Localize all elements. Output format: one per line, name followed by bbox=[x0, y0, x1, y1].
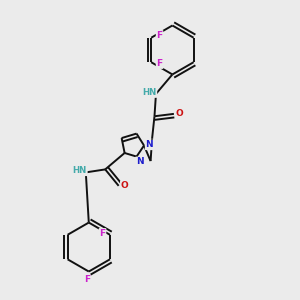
Text: F: F bbox=[100, 229, 106, 238]
Text: F: F bbox=[84, 275, 90, 284]
Text: O: O bbox=[121, 181, 128, 190]
Text: HN: HN bbox=[142, 88, 157, 97]
Text: F: F bbox=[157, 59, 163, 68]
Text: F: F bbox=[157, 31, 163, 40]
Text: HN: HN bbox=[73, 167, 87, 176]
Text: O: O bbox=[176, 110, 184, 118]
Text: N: N bbox=[146, 140, 153, 149]
Text: N: N bbox=[136, 158, 143, 166]
